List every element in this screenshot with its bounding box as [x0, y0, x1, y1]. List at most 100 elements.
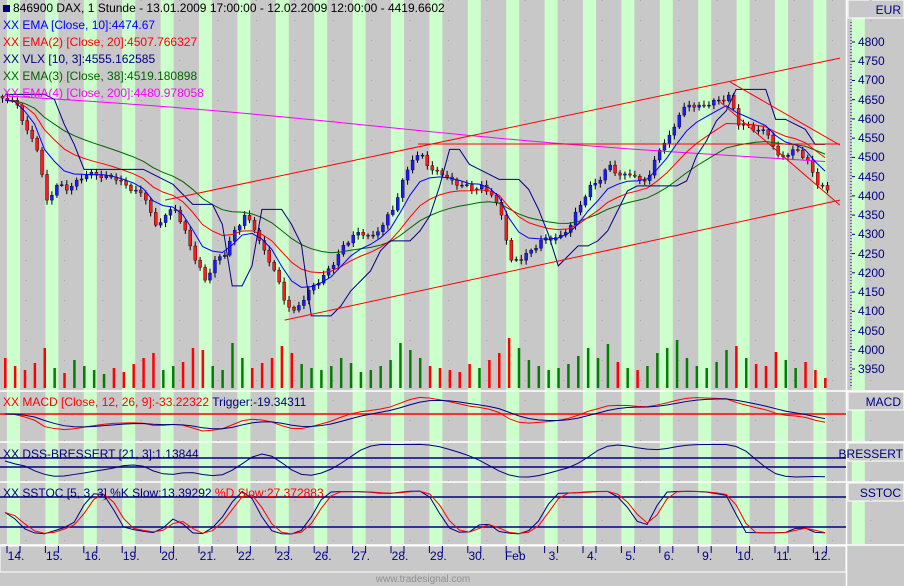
x-tick-label: 19. [122, 549, 140, 563]
volume-bar [132, 364, 135, 388]
candle-body [677, 114, 682, 128]
candle-body [134, 189, 138, 192]
square-marker-icon [3, 5, 10, 12]
day-stripe [237, 0, 251, 544]
x-tick-label: 15. [46, 549, 63, 563]
legend-sstoc[interactable]: XX SSTOC [5, 3, 3] %K Slow:13.39292 %D S… [3, 486, 324, 500]
candle-body [0, 96, 5, 99]
candle-body [682, 106, 686, 116]
legend-ema10[interactable]: XX EMA [Close, 10]:4474.67 [3, 18, 156, 32]
candle-body [292, 306, 296, 311]
volume-bar [379, 366, 382, 388]
candle-body [148, 199, 153, 213]
candle-body [193, 245, 197, 261]
pane-header-box [847, 482, 904, 502]
candle-body [470, 184, 474, 191]
volume-bar [53, 368, 56, 388]
volume-bar [488, 360, 491, 388]
legend-ema38[interactable]: XX EMA(3) [Close, 38]:4519.180898 [3, 69, 198, 83]
trendline [164, 57, 840, 201]
candle-body [45, 174, 49, 201]
y-tick-label: 4500 [858, 150, 885, 165]
candle-body [371, 234, 375, 237]
legend-ema20[interactable]: XX EMA(2) [Close, 20]:4507.766327 [3, 35, 198, 49]
pane-header-box [847, 391, 904, 411]
volume-bar [586, 348, 590, 388]
candle-body [588, 184, 593, 198]
volume-bar [399, 343, 402, 388]
y-tick-label: 4700 [858, 73, 885, 88]
candle-body [460, 184, 464, 187]
candle-body [618, 172, 622, 176]
candle-body [84, 174, 89, 180]
candle-body [756, 129, 761, 132]
day-stripe [621, 0, 635, 544]
x-tick-label: 4. [586, 549, 598, 563]
candle-body [257, 229, 262, 241]
legend-vlx[interactable]: XX VLX [10, 3]:4555.162585 [3, 52, 156, 66]
candle-body [401, 179, 405, 198]
volume-bar [112, 368, 116, 388]
candle-body [336, 253, 341, 266]
candle-body [820, 184, 825, 187]
volume-bar [616, 362, 620, 388]
candle-body [237, 225, 242, 231]
candle-body [593, 183, 597, 186]
volume-bar [774, 352, 778, 388]
volume-bar [409, 350, 412, 388]
volume-bar [102, 374, 106, 388]
candle-body [638, 176, 642, 181]
candle-body [277, 269, 281, 283]
candle-body [484, 184, 489, 192]
candle-body [233, 229, 237, 242]
ema20-line [4, 99, 826, 274]
candle-body [771, 134, 775, 147]
candle-body [801, 149, 805, 158]
candle-body [391, 209, 395, 215]
volume-bar [280, 346, 284, 388]
volume-bar [83, 366, 86, 388]
y-tick-label: 4250 [858, 246, 885, 261]
candle-body [509, 240, 514, 261]
x-tick-label: 21. [199, 549, 217, 563]
x-tick-label: 20. [161, 549, 178, 563]
candle-body [791, 149, 795, 156]
candle-body [302, 299, 306, 306]
candle-body [415, 155, 420, 161]
candle-body [267, 249, 271, 263]
legend-macd[interactable]: XX MACD [Close, 12, 26, 9]:-33.22322 Tri… [3, 395, 306, 409]
candle-body [722, 99, 726, 102]
sstoc-k-value: XX SSTOC [5, 3, 3] %K Slow:13.39292 [3, 486, 212, 500]
candle-body [60, 184, 64, 186]
volume-bar [73, 360, 76, 388]
volume-bar [626, 368, 629, 388]
footer-link[interactable]: www.tradesignal.com [375, 574, 471, 585]
candle-body [534, 247, 538, 251]
y-tick-label: 4450 [858, 169, 885, 184]
candle-body [361, 232, 365, 236]
y-tick-label: 4350 [858, 208, 885, 223]
candle-body [697, 104, 701, 108]
candle-body [519, 259, 523, 261]
candle-body [796, 149, 800, 151]
candle-body [662, 142, 667, 151]
day-stripe [506, 0, 520, 544]
candle-body [608, 164, 612, 171]
candle-body [351, 234, 355, 244]
legend-ema200[interactable]: XX EMA(4) [Close, 200]:4480.978058 [3, 86, 204, 100]
candle-body [430, 165, 435, 171]
volume-bar [537, 366, 541, 388]
candle-body [366, 234, 370, 237]
candle-body [445, 174, 449, 178]
candle-body [425, 154, 430, 166]
volume-bar [349, 363, 353, 388]
candle-body [331, 264, 336, 269]
y-tick-label: 4600 [858, 111, 885, 126]
candle-body [623, 173, 627, 176]
legend-dss[interactable]: XX DSS-BRESSERT [21, 3]:1.13844 [3, 447, 199, 461]
y-tick-label: 4650 [858, 92, 885, 107]
volume-bar [498, 353, 501, 388]
sstoc-d-line [4, 490, 826, 535]
volume-bar [260, 363, 264, 388]
volume-bar [63, 373, 66, 388]
